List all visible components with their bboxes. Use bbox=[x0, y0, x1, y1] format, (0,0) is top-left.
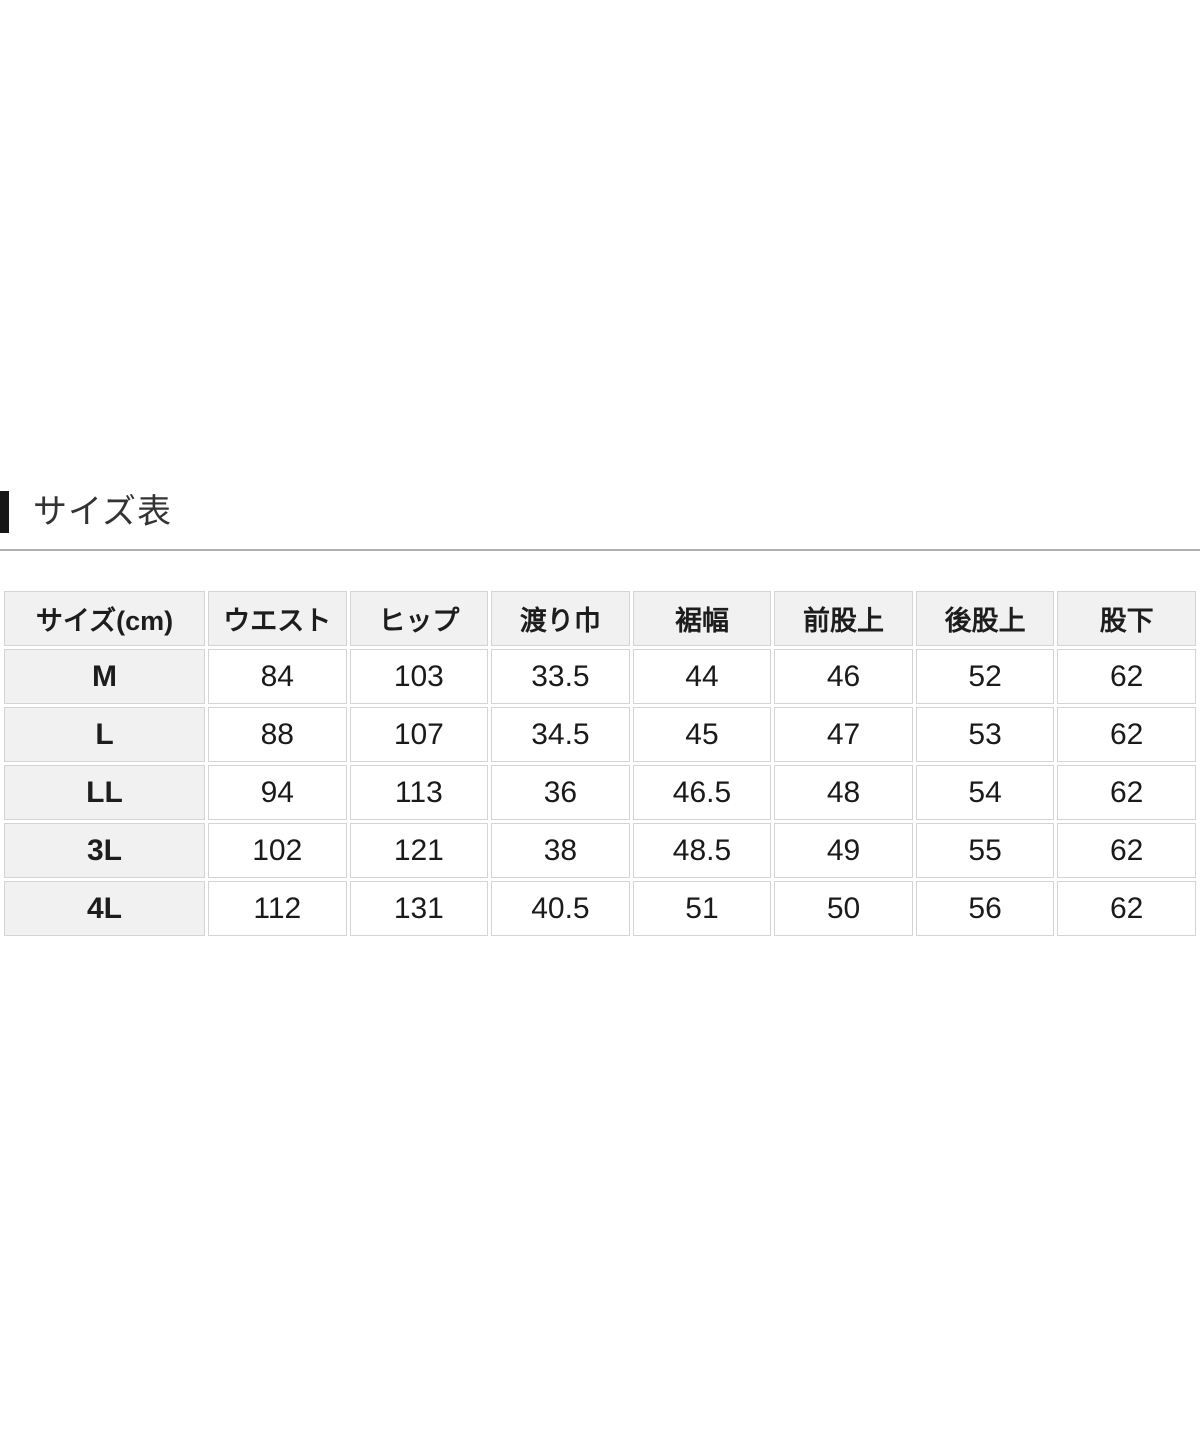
measurement-cell: 62 bbox=[1057, 881, 1196, 936]
measurement-cell: 62 bbox=[1057, 823, 1196, 878]
measurement-cell: 94 bbox=[208, 765, 347, 820]
size-label-cell: L bbox=[4, 707, 205, 762]
measurement-column-header: ウエスト bbox=[208, 591, 347, 646]
measurement-column-header: 後股上 bbox=[915, 591, 1055, 646]
size-table-row: LL 94 113 36 46.5 48 54 62 bbox=[4, 765, 1196, 820]
section-title: サイズ表 bbox=[33, 493, 172, 531]
measurement-cell: 46 bbox=[774, 649, 913, 704]
measurement-cell: 40.5 bbox=[491, 881, 630, 936]
measurement-cell: 33.5 bbox=[491, 649, 630, 704]
measurement-cell: 62 bbox=[1057, 707, 1196, 762]
measurement-cell: 34.5 bbox=[491, 707, 630, 762]
measurement-cell: 56 bbox=[915, 881, 1055, 936]
measurement-cell: 103 bbox=[349, 649, 489, 704]
measurement-cell: 62 bbox=[1057, 765, 1196, 820]
measurement-cell: 46.5 bbox=[632, 765, 772, 820]
measurement-cell: 45 bbox=[632, 707, 772, 762]
size-column-header: サイズ(cm) bbox=[4, 591, 205, 646]
measurement-cell: 55 bbox=[915, 823, 1055, 878]
size-label-cell: LL bbox=[4, 765, 205, 820]
measurement-cell: 121 bbox=[349, 823, 489, 878]
size-table-row: M 84 103 33.5 44 46 52 62 bbox=[4, 649, 1196, 704]
heading-divider-rule bbox=[0, 549, 1200, 551]
measurement-cell: 102 bbox=[208, 823, 347, 878]
section-heading: サイズ表 bbox=[0, 489, 1200, 535]
measurement-cell: 131 bbox=[349, 881, 489, 936]
measurement-cell: 54 bbox=[915, 765, 1055, 820]
measurement-cell: 36 bbox=[491, 765, 630, 820]
size-label-cell: 4L bbox=[4, 881, 205, 936]
measurement-cell: 112 bbox=[208, 881, 347, 936]
measurement-column-header: 股下 bbox=[1057, 591, 1196, 646]
measurement-column-header: 渡り巾 bbox=[491, 591, 630, 646]
measurement-cell: 53 bbox=[915, 707, 1055, 762]
measurement-cell: 47 bbox=[774, 707, 913, 762]
measurement-column-header: ヒップ bbox=[349, 591, 489, 646]
measurement-cell: 48.5 bbox=[632, 823, 772, 878]
size-label-cell: 3L bbox=[4, 823, 205, 878]
measurement-cell: 51 bbox=[632, 881, 772, 936]
size-table: サイズ(cm) ウエスト ヒップ 渡り巾 裾幅 前股上 後股上 股下 M 84 103 33.5 44… bbox=[1, 588, 1199, 939]
size-label-cell: M bbox=[4, 649, 205, 704]
size-table-row: 4L 112 131 40.5 51 50 56 62 bbox=[4, 881, 1196, 936]
measurement-cell: 38 bbox=[491, 823, 630, 878]
measurement-cell: 52 bbox=[915, 649, 1055, 704]
measurement-cell: 107 bbox=[349, 707, 489, 762]
measurement-column-header: 前股上 bbox=[774, 591, 913, 646]
heading-accent-bar bbox=[0, 491, 9, 533]
measurement-cell: 44 bbox=[632, 649, 772, 704]
size-table-row: 3L 102 121 38 48.5 49 55 62 bbox=[4, 823, 1196, 878]
product-size-section: サイズ表 サイズ(cm) ウエスト ヒップ 渡り巾 裾幅 前股上 後股上 股下 M 84 103 3… bbox=[0, 489, 1200, 939]
measurement-cell: 84 bbox=[208, 649, 347, 704]
measurement-cell: 50 bbox=[774, 881, 913, 936]
measurement-cell: 113 bbox=[349, 765, 489, 820]
measurement-cell: 48 bbox=[774, 765, 913, 820]
size-table-header-row: サイズ(cm) ウエスト ヒップ 渡り巾 裾幅 前股上 後股上 股下 bbox=[4, 591, 1196, 646]
measurement-column-header: 裾幅 bbox=[632, 591, 772, 646]
measurement-cell: 88 bbox=[208, 707, 347, 762]
measurement-cell: 49 bbox=[774, 823, 913, 878]
size-table-row: L 88 107 34.5 45 47 53 62 bbox=[4, 707, 1196, 762]
measurement-cell: 62 bbox=[1057, 649, 1196, 704]
